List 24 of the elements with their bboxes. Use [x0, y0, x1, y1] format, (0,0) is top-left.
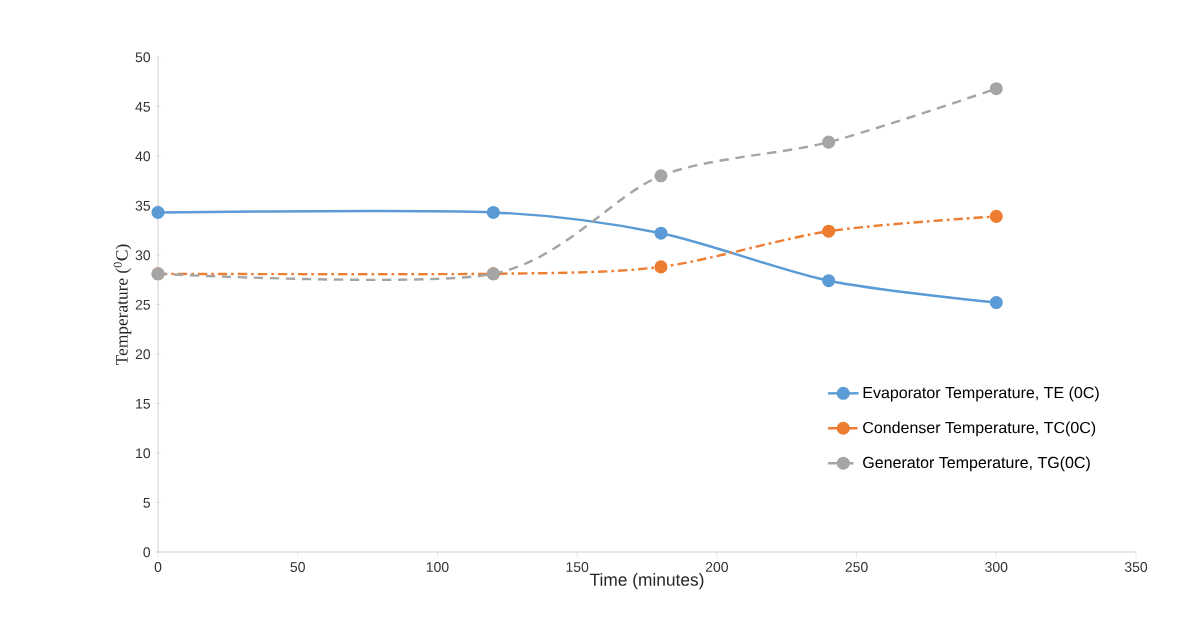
y-tick-label: 45 — [135, 101, 151, 112]
x-tick-label: 0 — [154, 562, 162, 572]
x-tick-label: 200 — [705, 562, 728, 572]
y-tick-label: 5 — [143, 497, 151, 508]
y-tick-label: 15 — [136, 398, 151, 409]
y-tick-label: 35 — [135, 200, 151, 211]
x-tick-label: 100 — [426, 562, 449, 572]
y-tick-label: 25 — [135, 299, 151, 310]
y-tick-label: 40 — [135, 151, 151, 162]
legend-label: Condenser Temperature, TC(0C) — [863, 421, 1096, 437]
y-tick-label: 0 — [143, 547, 151, 558]
y-tick-label: 30 — [135, 250, 151, 261]
legend-label: Generator Temperature, TG(0C) — [863, 456, 1090, 472]
legend-label: Evaporator Temperature, TE (0C) — [863, 386, 1099, 402]
x-tick-label: 250 — [845, 562, 868, 572]
y-tick-label: 50 — [135, 52, 151, 63]
y-axis-title: Temperature ($^{0}$C) — [113, 244, 132, 365]
x-tick-label: 350 — [1124, 562, 1148, 572]
y-tick-label: 20 — [135, 349, 151, 360]
x-tick-label: 150 — [566, 562, 589, 572]
y-tick-label: 10 — [136, 448, 151, 459]
x-axis-title: Time (minutes) — [589, 573, 704, 590]
x-tick-label: 50 — [290, 562, 305, 572]
x-tick-label: 300 — [985, 562, 1008, 572]
